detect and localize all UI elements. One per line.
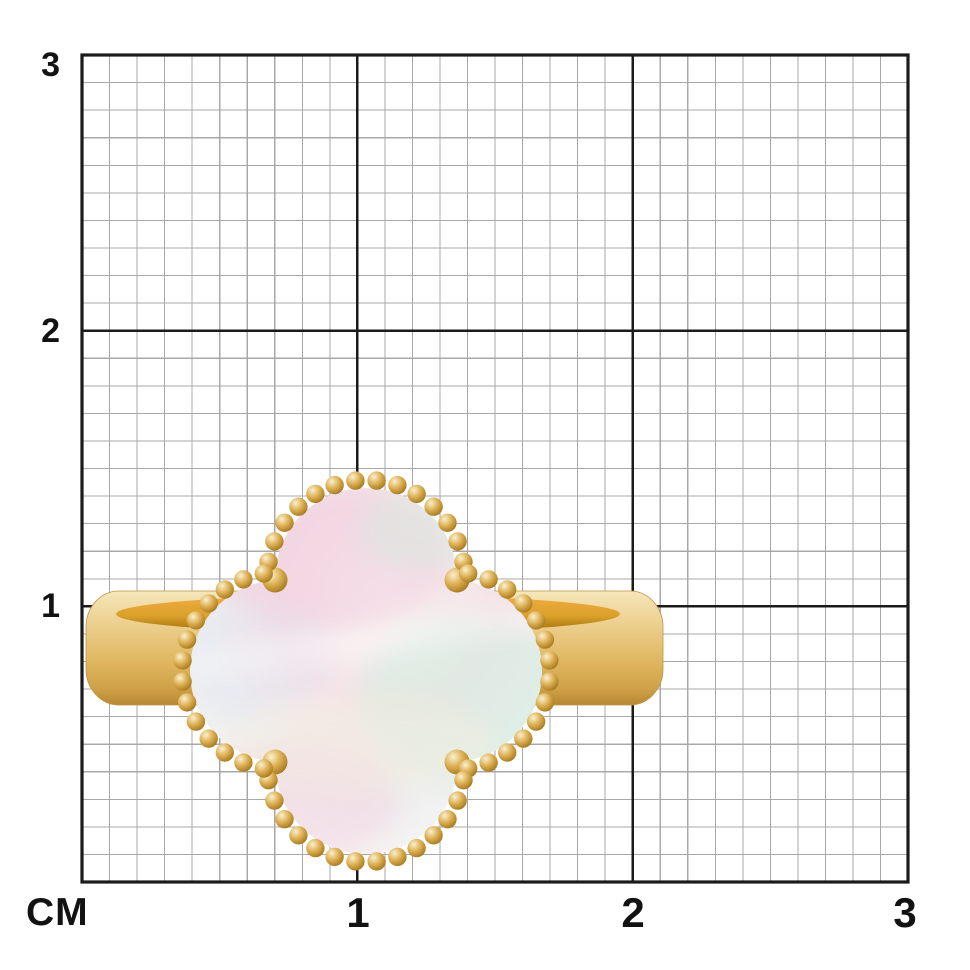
bead bbox=[234, 570, 253, 589]
bead bbox=[186, 712, 206, 731]
bead bbox=[234, 753, 253, 772]
bead bbox=[275, 513, 294, 532]
bead bbox=[173, 672, 192, 691]
pearl-iridescence bbox=[190, 490, 542, 854]
bead bbox=[388, 475, 407, 495]
bead bbox=[275, 810, 294, 829]
bead bbox=[540, 672, 559, 691]
bead bbox=[199, 594, 218, 613]
bead bbox=[526, 611, 546, 630]
bead bbox=[254, 564, 273, 583]
bead bbox=[367, 471, 386, 490]
bead bbox=[448, 532, 467, 551]
bead bbox=[325, 847, 344, 867]
bead bbox=[438, 810, 457, 829]
y-axis-tick-3: 3 bbox=[41, 46, 60, 84]
bead bbox=[177, 693, 197, 712]
bead bbox=[215, 743, 234, 762]
grid-border bbox=[80, 53, 910, 884]
bead bbox=[438, 513, 457, 532]
bead bbox=[514, 594, 533, 613]
y-axis-tick-2: 2 bbox=[41, 312, 60, 350]
bead bbox=[514, 729, 533, 748]
x-axis-tick-3: 3 bbox=[893, 889, 917, 936]
bead bbox=[479, 753, 498, 772]
bead bbox=[289, 826, 308, 845]
bead bbox=[254, 759, 273, 778]
x-axis-tick-1: 1 bbox=[346, 889, 370, 936]
bead bbox=[346, 471, 365, 490]
bead bbox=[199, 729, 218, 748]
bead bbox=[540, 651, 559, 670]
bead bbox=[346, 852, 365, 871]
grid-line bbox=[82, 55, 908, 882]
clover-mother-of-pearl bbox=[190, 488, 542, 854]
bead bbox=[459, 564, 478, 583]
bead bbox=[265, 532, 284, 551]
bead bbox=[479, 570, 498, 589]
grid-major-lines bbox=[82, 55, 908, 882]
bead bbox=[448, 791, 467, 810]
unit-label-cm: CM bbox=[26, 891, 89, 934]
bead bbox=[535, 630, 555, 649]
bead bbox=[306, 484, 325, 504]
gold-ring bbox=[85, 471, 664, 871]
x-axis-tick-2: 2 bbox=[621, 889, 645, 936]
bead bbox=[215, 580, 234, 599]
bead bbox=[454, 771, 473, 790]
bead bbox=[424, 826, 443, 845]
bead bbox=[265, 791, 284, 810]
bead bbox=[306, 838, 325, 858]
bead bbox=[177, 630, 197, 649]
bead bbox=[388, 847, 407, 867]
bead bbox=[424, 497, 443, 516]
bead bbox=[186, 611, 206, 630]
bead bbox=[325, 475, 344, 495]
bead bbox=[367, 852, 386, 871]
bead-frame bbox=[173, 471, 559, 871]
bead bbox=[407, 484, 426, 504]
bead bbox=[407, 838, 426, 858]
bead bbox=[526, 712, 546, 731]
bead bbox=[498, 580, 517, 599]
bead bbox=[535, 693, 555, 712]
y-axis-tick-1: 1 bbox=[41, 587, 60, 625]
bead bbox=[289, 497, 308, 516]
bead bbox=[498, 743, 517, 762]
grid-line bbox=[82, 55, 908, 882]
grid-minor-lines bbox=[82, 55, 908, 882]
bead bbox=[173, 651, 192, 670]
